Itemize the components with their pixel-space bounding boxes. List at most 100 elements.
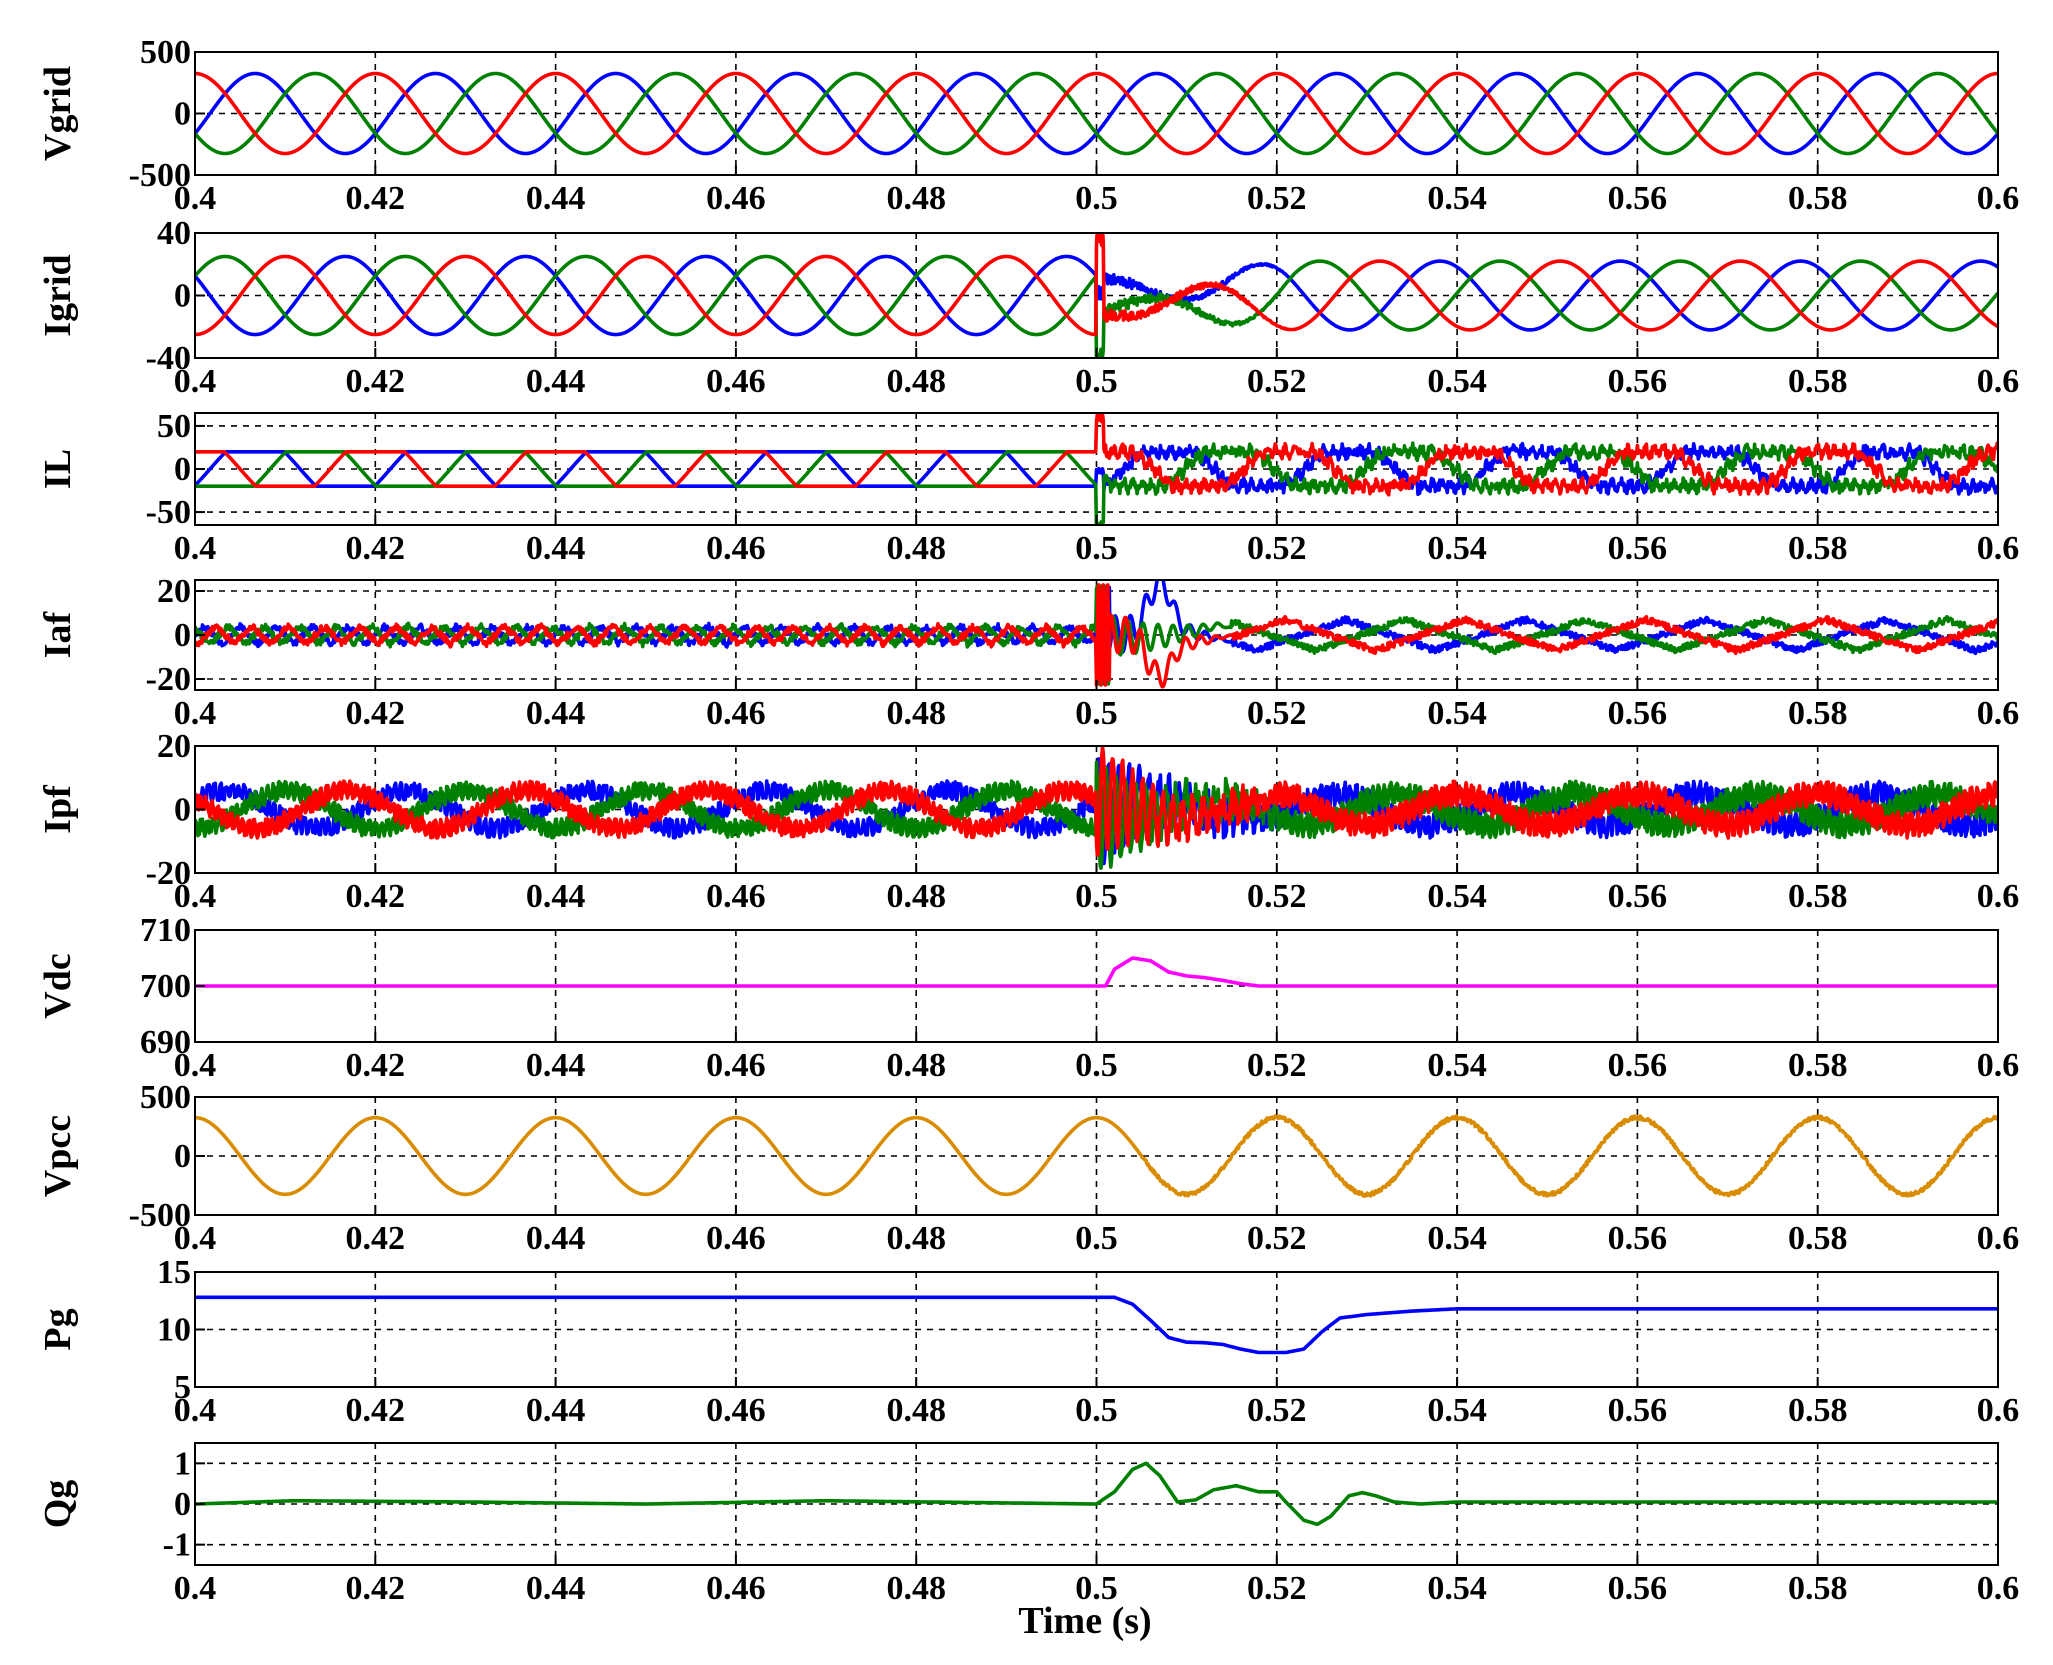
x-tick-label: 0.6 (1977, 363, 2020, 400)
x-tick-label: 0.56 (1608, 530, 1668, 567)
x-tick-label: 0.58 (1788, 1392, 1848, 1429)
x-tick-label: 0.42 (346, 530, 406, 567)
x-tick-label: 0.5 (1075, 1220, 1118, 1257)
subplot-il: 50 0 -50 IL 0.4 0.42 0.44 0.46 0.48 0.5 0.52 0.54 0.… (37, 408, 2019, 567)
x-tick-label: 0.58 (1788, 1220, 1848, 1257)
x-tick-label: 0.44 (526, 695, 586, 732)
x-tick-label: 0.5 (1075, 1392, 1118, 1429)
y-tick-label: 690 (140, 1024, 191, 1061)
y-axis-label: IL (37, 449, 79, 489)
x-tick-label: 0.5 (1075, 878, 1118, 915)
subplot-pg: 15 10 5 Pg 0.4 0.42 0.44 0.46 0.48 0.5 0.52 0.54 0.5… (37, 1254, 2019, 1429)
x-tick-label: 0.6 (1977, 1047, 2020, 1084)
x-tick-label: 0.58 (1788, 878, 1848, 915)
y-tick-label: 20 (157, 573, 191, 610)
y-tick-label: 0 (174, 1486, 191, 1523)
x-tick-label: 0.56 (1608, 1220, 1668, 1257)
series-line-vpcc-v (195, 1114, 1998, 1198)
x-tick-label: 0.42 (346, 1220, 406, 1257)
x-tick-label: 0.6 (1977, 1570, 2020, 1607)
subplot-igrid: 40 0 -40 Igrid 0.4 0.42 0.44 0.46 0.48 0.5 0.52 0.5… (37, 215, 2019, 400)
y-axis-label: Qg (37, 1480, 79, 1529)
x-tick-label: 0.42 (346, 1047, 406, 1084)
y-tick-label: 0 (174, 617, 191, 654)
series-line-il-c (195, 413, 1998, 497)
series-line-pg-p (195, 1295, 1998, 1355)
subplot-vpcc: 500 0 -500 Vpcc 0.4 0.42 0.44 0.46 0.48 0.5 0.52 0.… (37, 1079, 2019, 1257)
x-tick-label: 0.52 (1247, 363, 1307, 400)
x-tick-label: 0.56 (1608, 180, 1668, 217)
x-tick-label: 0.5 (1075, 695, 1118, 732)
x-tick-label: 0.6 (1977, 1220, 2020, 1257)
subplot-vdc: 710 700 690 Vdc 0.4 0.42 0.44 0.46 0.48 0.5 0.52 0.… (37, 912, 2019, 1084)
x-tick-label: 0.52 (1247, 530, 1307, 567)
x-tick-label: 0.58 (1788, 530, 1848, 567)
y-tick-label: 0 (174, 451, 191, 488)
x-tick-label: 0.54 (1427, 878, 1487, 915)
x-tick-label: 0.48 (886, 1570, 946, 1607)
y-axis-label: Ipf (37, 784, 79, 834)
x-tick-label: 0.52 (1247, 1392, 1307, 1429)
x-tick-label: 0.4 (174, 1220, 217, 1257)
x-tick-label: 0.44 (526, 530, 586, 567)
x-tick-label: 0.56 (1608, 363, 1668, 400)
x-tick-label: 0.56 (1608, 878, 1668, 915)
series-line-vgrid-c (195, 71, 1998, 156)
x-tick-label: 0.6 (1977, 695, 2020, 732)
series-line-igrid-c (195, 233, 1998, 337)
x-tick-label: 0.56 (1608, 695, 1668, 732)
x-tick-label: 0.44 (526, 363, 586, 400)
y-tick-label: 500 (140, 34, 191, 71)
x-tick-label: 0.54 (1427, 1220, 1487, 1257)
series-line-ipf-c (195, 746, 1998, 857)
subplot-vgrid: 500 0 -500 Vgrid 0.4 0.42 0.44 0.46 0.48 0.5 0.52 0… (37, 34, 2019, 217)
x-tick-label: 0.54 (1427, 1570, 1487, 1607)
x-tick-label: 0.5 (1075, 363, 1118, 400)
y-axis-label: Vpcc (37, 1115, 79, 1197)
y-tick-label: 500 (140, 1079, 191, 1116)
x-tick-label: 0.58 (1788, 363, 1848, 400)
y-tick-label: -40 (146, 340, 191, 377)
y-tick-label: 0 (174, 278, 191, 315)
x-tick-label: 0.46 (706, 530, 766, 567)
x-tick-label: 0.52 (1247, 695, 1307, 732)
x-tick-label: 0.6 (1977, 180, 2020, 217)
x-tick-label: 0.46 (706, 695, 766, 732)
x-tick-label: 0.48 (886, 1047, 946, 1084)
x-tick-label: 0.44 (526, 1220, 586, 1257)
x-tick-label: 0.52 (1247, 180, 1307, 217)
series-line-qg-q (195, 1461, 1998, 1527)
x-tick-label: 0.48 (886, 695, 946, 732)
y-axis-label: Vgrid (37, 66, 79, 161)
x-tick-label: 0.4 (174, 530, 217, 567)
y-axis-label: Vdc (37, 953, 79, 1018)
x-tick-label: 0.46 (706, 180, 766, 217)
x-tick-label: 0.52 (1247, 1570, 1307, 1607)
x-tick-label: 0.56 (1608, 1392, 1668, 1429)
x-tick-label: 0.6 (1977, 1392, 2020, 1429)
x-tick-label: 0.52 (1247, 878, 1307, 915)
x-tick-label: 0.54 (1427, 363, 1487, 400)
x-tick-label: 0.46 (706, 878, 766, 915)
x-tick-label: 0.58 (1788, 1047, 1848, 1084)
y-tick-label: -20 (146, 855, 191, 892)
x-tick-label: 0.44 (526, 1570, 586, 1607)
x-tick-label: 0.42 (346, 1392, 406, 1429)
x-tick-label: 0.48 (886, 530, 946, 567)
y-tick-label: 700 (140, 968, 191, 1005)
x-tick-label: 0.54 (1427, 530, 1487, 567)
x-tick-label: 0.58 (1788, 180, 1848, 217)
x-tick-label: 0.46 (706, 1570, 766, 1607)
x-tick-label: 0.54 (1427, 1047, 1487, 1084)
x-tick-label: 0.44 (526, 1047, 586, 1084)
x-tick-label: 0.56 (1608, 1570, 1668, 1607)
x-tick-label: 0.46 (706, 363, 766, 400)
x-tick-label: 0.6 (1977, 878, 2020, 915)
y-tick-label: -500 (129, 1197, 191, 1234)
x-tick-label: 0.44 (526, 1392, 586, 1429)
x-tick-label: 0.5 (1075, 530, 1118, 567)
x-tick-label: 0.4 (174, 180, 217, 217)
x-tick-label: 0.4 (174, 1047, 217, 1084)
x-tick-label: 0.42 (346, 695, 406, 732)
